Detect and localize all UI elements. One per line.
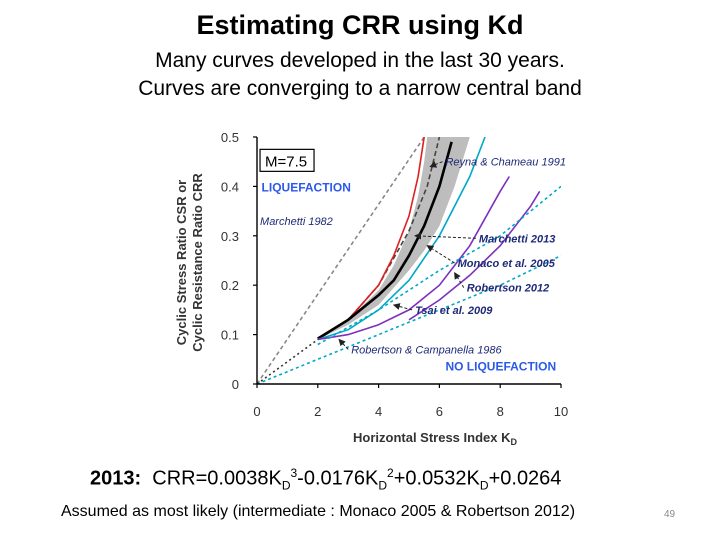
subtitle-line-2: Curves are converging to a narrow centra… bbox=[138, 77, 582, 100]
x-axis-title: Horizontal Stress Index KD bbox=[353, 430, 517, 447]
x-tick-label: 0 bbox=[253, 404, 260, 419]
formula-exp-2: 2 bbox=[387, 466, 394, 480]
x-tick-label: 2 bbox=[314, 404, 321, 419]
annotation-layer bbox=[338, 161, 476, 350]
annotation-robertson-campanella-1986: Robertson & Campanella 1986 bbox=[351, 344, 502, 356]
assumption-note: Assumed as most likely (intermediate : M… bbox=[61, 503, 576, 520]
band-layer bbox=[317, 137, 470, 340]
y-tick-label: 0.5 bbox=[221, 130, 239, 145]
y-tick-label: 0 bbox=[232, 377, 239, 392]
series-line-reyna-chameau-1991 bbox=[317, 137, 441, 341]
series-layer bbox=[257, 137, 561, 384]
series-line-marchetti-1982 bbox=[257, 137, 425, 384]
annotation-arrow bbox=[338, 338, 349, 350]
formula-term-4: +0.0264 bbox=[488, 467, 562, 490]
central-band bbox=[317, 137, 470, 340]
series-line-origin-ref bbox=[257, 338, 319, 384]
annotation-tsai-et-al-2009: Tsai et al. 2009 bbox=[415, 305, 493, 317]
y-tick-label: 0.3 bbox=[221, 229, 239, 244]
annotation-arrow bbox=[426, 245, 455, 264]
formula-term-1: CRR=0.0038K bbox=[152, 467, 282, 490]
annotation-marchetti-1982: Marchetti 1982 bbox=[260, 216, 333, 228]
y-axis-title-line-2: Cyclic Resistance Ratio CRR bbox=[190, 173, 205, 352]
x-tick-label: 10 bbox=[554, 404, 568, 419]
formula-term-2: -0.0176K bbox=[297, 467, 379, 490]
y-axis-title-line-1: Cyclic Stress Ratio CSR or bbox=[174, 180, 189, 345]
series-line-lower-bound bbox=[257, 254, 561, 384]
annotation-arrow bbox=[414, 232, 476, 240]
crr-chart: 0 2 4 6 8 10 0 0.1 0.2 0.3 0.4 0.5 Horizontal Stress… bbox=[174, 130, 568, 447]
y-tick-label: 0.4 bbox=[221, 179, 239, 194]
formula-term-3: +0.0532K bbox=[393, 467, 480, 490]
x-axis-title-main: Horizontal Stress Index K bbox=[353, 430, 511, 445]
y-tick-label: 0.2 bbox=[221, 278, 239, 293]
series-line-tsai-et-al-2009 bbox=[408, 190, 541, 321]
annotation-robertson-2012: Robertson 2012 bbox=[467, 283, 550, 295]
x-tick-label: 8 bbox=[497, 404, 504, 419]
label-layer: M=7.5 LIQUEFACTION NO LIQUEFACTION Reyna & … bbox=[259, 148, 566, 374]
crr-formula: 2013: CRR=0.0038KD3-0.0176KD2+0.0532KD+0… bbox=[90, 466, 561, 493]
x-tick-label: 4 bbox=[375, 404, 382, 419]
formula-exp-1: 3 bbox=[290, 466, 298, 480]
formula-sub-3: D bbox=[479, 478, 489, 493]
page-number: 49 bbox=[664, 509, 676, 520]
annotation-marchetti-2013: Marchetti 2013 bbox=[479, 233, 555, 245]
liquefaction-label: LIQUEFACTION bbox=[262, 180, 351, 194]
annotation-arrow bbox=[392, 303, 413, 311]
x-axis-title-sub: D bbox=[510, 437, 517, 447]
no-liquefaction-label: NO LIQUEFACTION bbox=[445, 360, 556, 374]
subtitle-line-1: Many curves developed in the last 30 yea… bbox=[155, 49, 565, 72]
annotation-arrow bbox=[429, 161, 443, 168]
slide-title: Estimating CRR using Kd bbox=[196, 10, 524, 40]
formula-year: 2013: bbox=[90, 467, 142, 490]
formula-sub-1: D bbox=[281, 478, 291, 493]
annotation-arrow bbox=[454, 271, 465, 288]
series-line-robertson-2012 bbox=[317, 176, 510, 341]
series-line-monaco-et-al-2005 bbox=[317, 137, 486, 341]
formula-sub-2: D bbox=[378, 478, 388, 493]
annotation-reyna-chameau-1991: Reyna & Chameau 1991 bbox=[445, 157, 565, 169]
magnitude-label: M=7.5 bbox=[265, 153, 307, 170]
axis-layer: 0 2 4 6 8 10 0 0.1 0.2 0.3 0.4 0.5 Horizontal Stress… bbox=[174, 130, 568, 447]
annotation-monaco-et-al-2005: Monaco et al. 2005 bbox=[458, 258, 556, 270]
x-tick-label: 6 bbox=[436, 404, 443, 419]
magnitude-box bbox=[259, 148, 315, 172]
y-tick-label: 0.1 bbox=[221, 328, 239, 343]
series-line-marchetti-2013 bbox=[317, 141, 453, 340]
